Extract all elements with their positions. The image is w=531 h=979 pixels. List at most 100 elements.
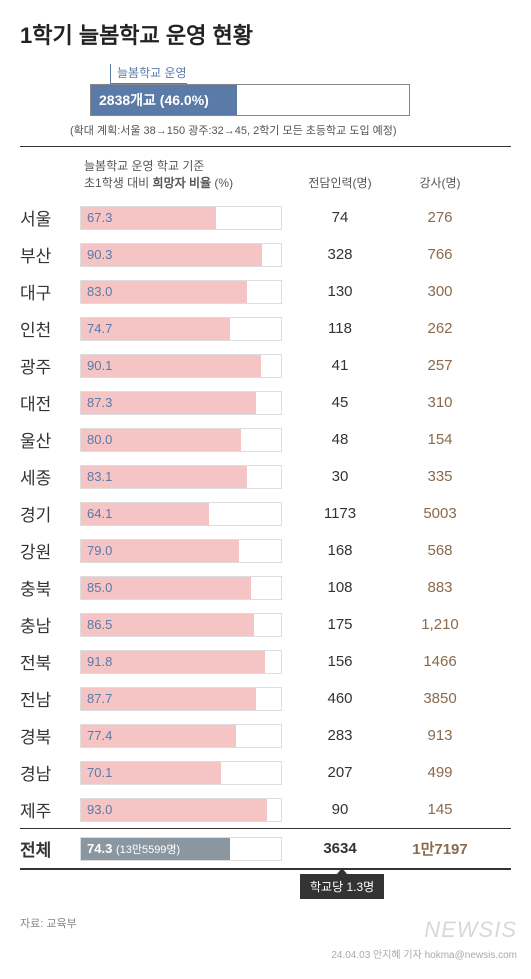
staff-cell: 168 [290,542,390,559]
region-name: 전남 [20,686,80,711]
inst-cell: 262 [390,320,490,337]
region-name: 제주 [20,797,80,822]
data-row: 전북91.81561466 [20,643,511,680]
legend-label: 늘봄학교 운영 [110,64,187,84]
bar-fill: 93.0 [81,799,267,821]
expansion-note: (확대 계획:서울 38→150 광주:32→45, 2학기 모든 초등학교 도… [70,122,511,138]
data-row: 충남86.5 1751,210 [20,606,511,643]
staff-cell: 108 [290,579,390,596]
region-name: 서울 [20,205,80,230]
bar-fill: 79.0 [81,540,239,562]
staff-cell: 48 [290,431,390,448]
staff-cell: 283 [290,727,390,744]
bar-fill: 77.4 [81,725,236,747]
inst-cell: 300 [390,283,490,300]
total-staff: 3634 [290,840,390,857]
total-inst: 1만7197 [390,838,490,859]
bar-fill: 85.0 [81,577,251,599]
data-row: 인천74.7 118262 [20,310,511,347]
region-name: 경남 [20,760,80,785]
header-bar-line2: 초1학생 대비 희망자 비율 (%) [84,174,290,191]
staff-cell: 41 [290,357,390,374]
region-name: 대전 [20,390,80,415]
inst-cell: 335 [390,468,490,485]
header-inst: 강사(명) [390,174,490,191]
inst-cell: 568 [390,542,490,559]
region-name: 전북 [20,649,80,674]
data-row: 충북85.0 108883 [20,569,511,606]
inst-cell: 154 [390,431,490,448]
staff-cell: 74 [290,209,390,226]
inst-cell: 883 [390,579,490,596]
data-row: 대구83.0 130300 [20,273,511,310]
inst-cell: 5003 [390,505,490,522]
staff-cell: 328 [290,246,390,263]
operation-empty [237,85,409,115]
header-staff: 전담인력(명) [290,174,390,191]
inst-cell: 499 [390,764,490,781]
bar-fill: 83.0 [81,281,247,303]
watermark: NEWSIS [424,917,517,943]
data-row: 부산90.3 328766 [20,236,511,273]
region-name: 부산 [20,242,80,267]
header-bar-line1: 늘봄학교 운영 학교 기준 [84,157,290,174]
region-name: 경북 [20,723,80,748]
inst-cell: 1,210 [390,616,490,633]
staff-cell: 156 [290,653,390,670]
data-row: 울산80.0 48154 [20,421,511,458]
inst-cell: 1466 [390,653,490,670]
inst-cell: 145 [390,801,490,818]
staff-cell: 30 [290,468,390,485]
data-row: 서울67.3 74276 [20,199,511,236]
staff-cell: 175 [290,616,390,633]
operation-bar: 2838개교 (46.0%) [90,84,410,116]
staff-cell: 45 [290,394,390,411]
data-row: 강원79.0 168568 [20,532,511,569]
total-bar: 74.3 (13만5599명) [81,838,230,860]
data-row: 경기64.111735003 [20,495,511,532]
staff-cell: 207 [290,764,390,781]
inst-cell: 276 [390,209,490,226]
bar-fill: 90.1 [81,355,261,377]
bar-fill: 90.3 [81,244,262,266]
bar-fill: 83.1 [81,466,247,488]
per-school-badge: 학교당 1.3명 [300,874,384,899]
bar-fill: 64.1 [81,503,209,525]
region-name: 인천 [20,316,80,341]
data-row: 광주90.1 41257 [20,347,511,384]
region-name: 광주 [20,353,80,378]
staff-cell: 460 [290,690,390,707]
region-name: 강원 [20,538,80,563]
region-name: 충남 [20,612,80,637]
inst-cell: 310 [390,394,490,411]
region-name: 경기 [20,501,80,526]
page-title: 1학기 늘봄학교 운영 현황 [20,18,511,50]
data-row: 제주93.0 90145 [20,791,511,828]
bar-fill: 67.3 [81,207,216,229]
header-row: 늘봄학교 운영 학교 기준 초1학생 대비 희망자 비율 (%) 전담인력(명)… [20,157,511,191]
summary-box: 늘봄학교 운영 2838개교 (46.0%) [90,64,511,116]
inst-cell: 913 [390,727,490,744]
bar-fill: 86.5 [81,614,254,636]
staff-cell: 130 [290,283,390,300]
data-row: 대전87.3 45310 [20,384,511,421]
operation-fill: 2838개교 (46.0%) [91,85,237,115]
divider [20,146,511,147]
staff-cell: 118 [290,320,390,337]
bar-fill: 80.0 [81,429,241,451]
bar-fill: 74.7 [81,318,230,340]
inst-cell: 766 [390,246,490,263]
inst-cell: 3850 [390,690,490,707]
total-row: 전체 74.3 (13만5599명) 3634 1만7197 [20,828,511,870]
staff-cell: 90 [290,801,390,818]
region-name: 세종 [20,464,80,489]
region-name: 대구 [20,279,80,304]
region-name: 울산 [20,427,80,452]
data-row: 경북77.4 283913 [20,717,511,754]
data-row: 세종83.1 30335 [20,458,511,495]
bar-fill: 87.3 [81,392,256,414]
data-row: 경남70.1207499 [20,754,511,791]
total-label: 전체 [20,836,80,861]
inst-cell: 257 [390,357,490,374]
region-name: 충북 [20,575,80,600]
